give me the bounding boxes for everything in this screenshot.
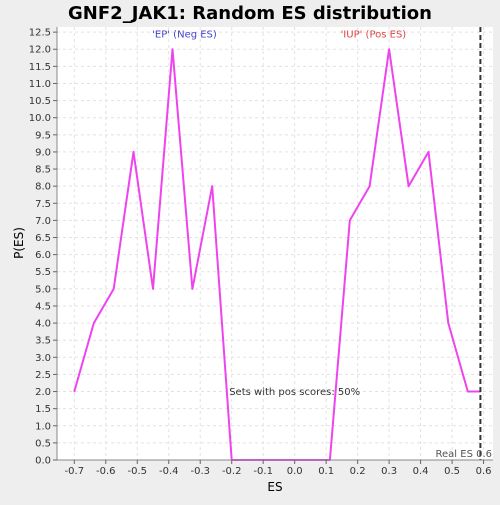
y-tick-label: 2.0: [35, 387, 51, 398]
y-tick-label: 8.5: [35, 165, 51, 176]
chart-title: GNF2_JAK1: Random ES distribution: [68, 3, 432, 24]
series-point: [73, 390, 76, 393]
series-point: [447, 322, 450, 324]
series-point: [171, 48, 174, 51]
y-tick-label: 5.0: [35, 284, 51, 295]
x-tick-label: 0.2: [350, 466, 366, 477]
series-point: [211, 185, 213, 187]
y-tick-label: 4.5: [35, 301, 51, 312]
y-tick-label: 3.0: [35, 353, 51, 364]
x-tick-label: -0.5: [128, 466, 148, 477]
series-point: [467, 390, 469, 393]
y-tick-label: 10.0: [29, 113, 51, 124]
real-es-label: Real ES 0.6: [436, 449, 492, 460]
x-tick-label: -0.2: [222, 466, 242, 477]
x-tick-label: -0.3: [190, 466, 210, 477]
x-tick-label: -0.1: [253, 466, 273, 477]
x-tick-label: 0.3: [381, 466, 397, 477]
y-tick-label: 7.0: [35, 216, 51, 227]
y-tick-label: 3.5: [35, 336, 51, 347]
series-point: [407, 185, 410, 187]
x-tick-label: 0.6: [476, 466, 492, 477]
x-tick-label: 0.5: [444, 466, 460, 477]
y-tick-label: 9.5: [35, 130, 51, 141]
y-tick-label: 1.5: [35, 404, 51, 415]
series-point: [388, 48, 390, 51]
y-tick-label: 4.0: [35, 319, 51, 330]
y-tick-label: 12.5: [29, 28, 51, 39]
y-tick-label: 5.5: [35, 267, 51, 278]
series-point: [93, 322, 95, 324]
series-point: [348, 219, 351, 222]
y-tick-label: 1.0: [35, 421, 51, 432]
axis-layer: -0.7 -0.6 -0.5 -0.4 -0.3 -0.2 -0.1 0.0 0.1 0.2 0.3…: [29, 27, 493, 477]
series-point: [132, 151, 135, 153]
series-point: [112, 288, 115, 290]
y-tick-label: 2.5: [35, 370, 51, 381]
x-tick-label: -0.6: [96, 466, 116, 477]
x-tick-label: -0.4: [159, 466, 179, 477]
y-tick-label: 7.5: [35, 199, 51, 210]
x-tick-label: 0.1: [318, 466, 334, 477]
y-tick-label: 6.0: [35, 250, 51, 261]
grid-layer: [57, 27, 493, 461]
series-point: [427, 151, 430, 153]
y-tick-label: 0.5: [35, 438, 51, 449]
chart-annotation: Sets with pos scores: 50%: [229, 387, 360, 398]
y-tick-label: 11.5: [29, 62, 51, 73]
y-tick-label: 12.0: [29, 45, 51, 56]
x-tick-label: 0.4: [413, 466, 429, 477]
series-point: [368, 185, 371, 187]
series-point: [152, 288, 154, 290]
y-tick-label: 0.0: [35, 456, 51, 467]
x-tick-label: 0.0: [287, 466, 303, 477]
y-tick-label: 6.5: [35, 233, 51, 244]
y-tick-label: 10.5: [29, 96, 51, 107]
chart-annotation: 'EP' (Neg ES): [152, 29, 217, 40]
chart-annotation: 'IUP' (Pos ES): [341, 29, 407, 40]
y-tick-label: 8.0: [35, 182, 51, 193]
annotation-layer: Real ES 0.6 'EP' (Neg ES) 'IUP' (Pos ES) Se…: [152, 27, 492, 460]
y-axis-title: P(ES): [12, 227, 26, 259]
y-tick-label: 11.0: [29, 79, 51, 90]
x-tick-label: -0.7: [65, 466, 85, 477]
x-axis-title: ES: [267, 480, 282, 494]
series-point: [191, 288, 194, 290]
y-tick-label: 9.0: [35, 147, 51, 158]
